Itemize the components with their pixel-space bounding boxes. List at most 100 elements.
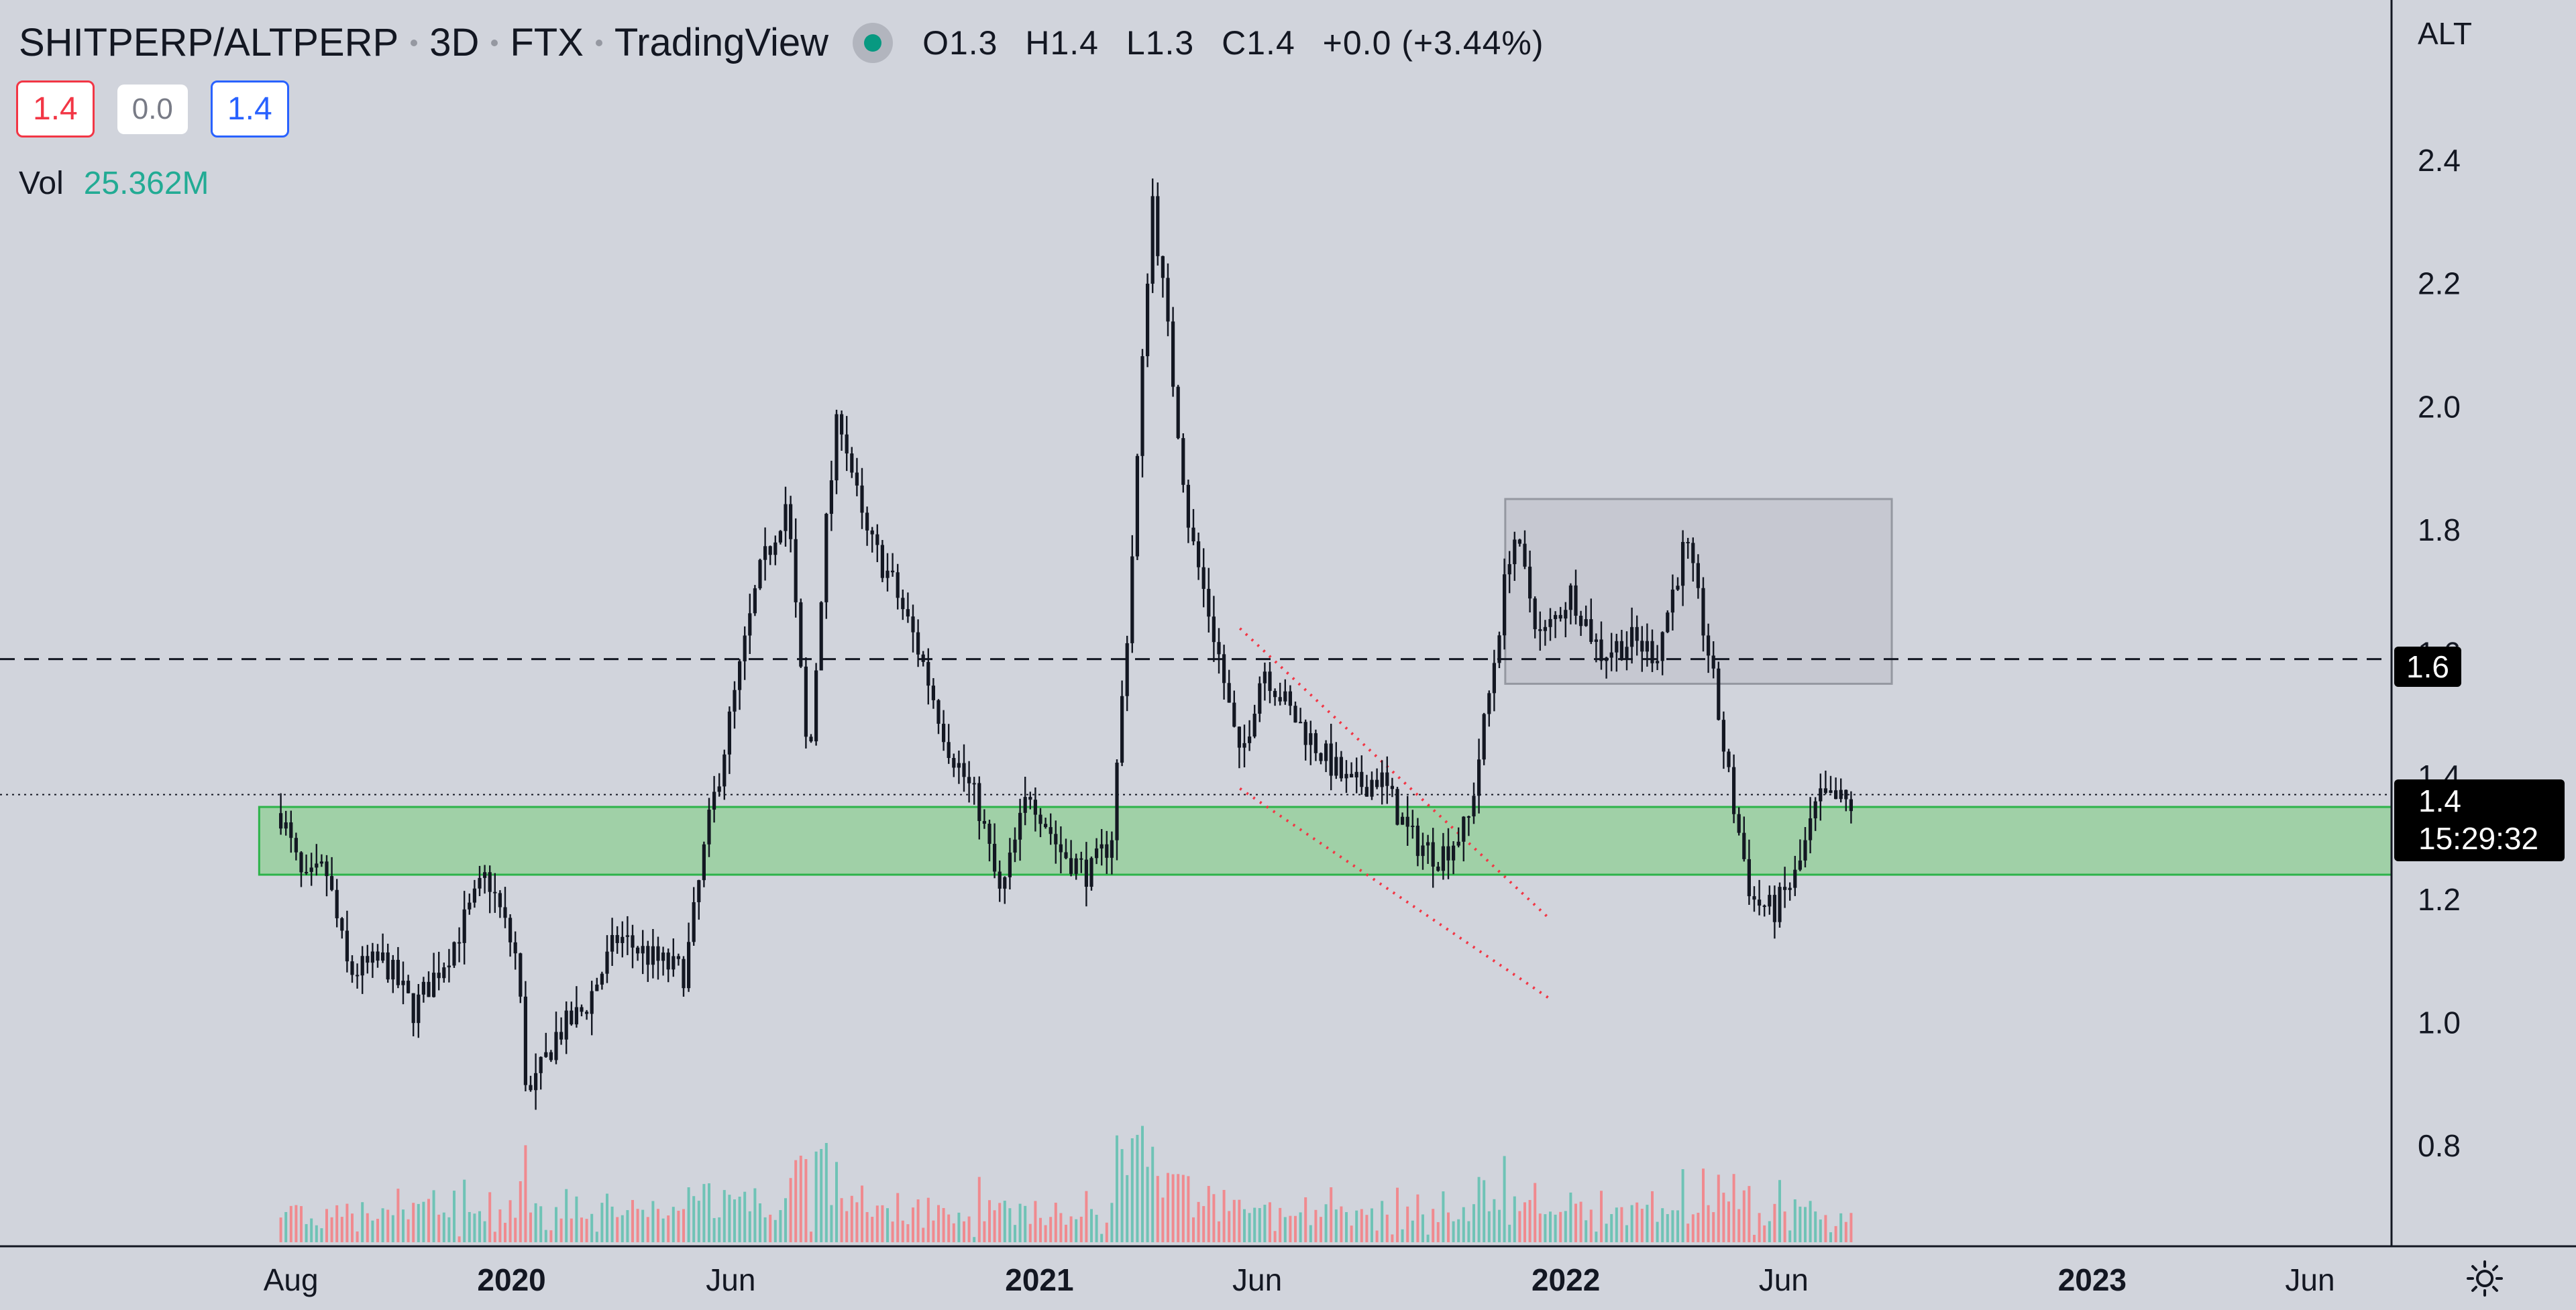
candle-body	[722, 754, 727, 787]
candle-body	[1808, 818, 1813, 840]
volume-bar	[1049, 1217, 1053, 1242]
candle-body	[646, 946, 650, 965]
volume-bar	[1212, 1194, 1216, 1242]
volume-bar	[661, 1218, 665, 1242]
volume-bar	[585, 1219, 588, 1242]
volume-bar	[865, 1212, 869, 1242]
volume-bar	[1472, 1204, 1475, 1242]
volume-bar	[1650, 1191, 1654, 1242]
volume-bar	[835, 1162, 838, 1242]
candle-body	[1462, 816, 1466, 842]
candle-body	[421, 981, 425, 995]
bar-countdown: 15:29:32	[2418, 821, 2539, 856]
settings-sun-icon[interactable]	[2466, 1260, 2504, 1297]
volume-label: Vol	[19, 166, 64, 201]
volume-bar	[1534, 1183, 1537, 1242]
candle-body	[1003, 877, 1007, 889]
candle-body	[529, 1085, 533, 1091]
candle-body	[1472, 796, 1476, 817]
interval-label[interactable]: 3D	[429, 21, 480, 64]
volume-bar	[1737, 1209, 1741, 1242]
candles	[278, 178, 1853, 1110]
volume-bar	[1681, 1169, 1684, 1242]
candle-body	[1839, 789, 1843, 800]
candle-body	[1415, 825, 1419, 857]
candle-body	[503, 907, 507, 918]
volume-bar	[1187, 1176, 1190, 1242]
volume-bar	[1293, 1215, 1297, 1242]
volume-bar	[1181, 1175, 1185, 1242]
candle-body	[1242, 743, 1246, 748]
volume-bar	[962, 1221, 965, 1242]
candle-body	[1436, 866, 1440, 871]
candle-body	[1400, 816, 1405, 825]
volume-bar	[1564, 1211, 1567, 1242]
candle-body	[519, 953, 523, 997]
candle-body	[737, 661, 742, 690]
volume-bar	[544, 1230, 547, 1242]
buy-button[interactable]: 1.4	[210, 80, 289, 138]
candle-body	[733, 690, 737, 712]
volume-bar	[947, 1214, 951, 1242]
volume-bar	[473, 1213, 476, 1242]
channel-line-lower[interactable]	[1239, 787, 1550, 999]
candle-body	[1742, 832, 1746, 859]
candle-body	[1293, 706, 1297, 723]
candle-body	[1655, 661, 1660, 663]
candle-body	[1370, 779, 1374, 797]
candle-body	[926, 661, 930, 686]
candle-body	[1706, 635, 1711, 656]
candle-body	[595, 984, 599, 991]
candle-body	[880, 545, 884, 578]
plot-area[interactable]	[0, 0, 2392, 1246]
volume-bar	[1599, 1191, 1603, 1242]
candle-body	[289, 822, 293, 838]
symbol-name[interactable]: SHITPERP/ALTPERP	[19, 21, 399, 64]
volume-bar	[1365, 1215, 1368, 1242]
candle-body	[437, 973, 441, 979]
volume-bar	[305, 1223, 308, 1242]
candle-body	[457, 942, 462, 944]
x-tick-label: Jun	[2285, 1262, 2334, 1297]
candle-body	[488, 872, 492, 892]
candle-body	[1691, 543, 1695, 563]
x-axis-ticks: Aug 2020 Jun 2021 Jun 2022 Jun 2023 Jun	[264, 1262, 2335, 1297]
volume-bar	[320, 1228, 323, 1242]
sell-button[interactable]: 1.4	[16, 80, 95, 138]
candle-body	[824, 514, 828, 602]
candle-body	[564, 1010, 568, 1040]
volume-bar	[1748, 1186, 1751, 1242]
candle-body	[850, 453, 854, 473]
volume-bar	[967, 1216, 971, 1242]
volume-bar	[820, 1148, 823, 1242]
candle-body	[1329, 743, 1333, 776]
volume-legend[interactable]: Vol 25.362M	[19, 165, 209, 202]
candle-body	[1054, 834, 1058, 844]
candle-body	[1798, 860, 1802, 870]
candle-body	[1666, 612, 1670, 633]
candle-body	[1405, 816, 1409, 827]
volume-bar	[1248, 1213, 1251, 1242]
volume-bar	[575, 1196, 578, 1242]
volume-bar	[559, 1218, 563, 1242]
candle-body	[1273, 691, 1277, 698]
volume-bar	[1054, 1203, 1057, 1242]
support-zone[interactable]	[258, 806, 2393, 876]
volume-bar	[1574, 1203, 1577, 1242]
candle-body	[727, 711, 731, 755]
volume-bar	[1773, 1203, 1776, 1242]
volume-bar	[1788, 1230, 1792, 1242]
candle-body	[1502, 574, 1507, 636]
candle-body	[1609, 652, 1613, 658]
volume-bar	[1707, 1205, 1710, 1242]
candle-body	[1043, 824, 1048, 828]
volume-bar	[468, 1211, 471, 1242]
last-price-tag: 1.4 15:29:32	[2394, 779, 2565, 861]
candle-body	[574, 1007, 578, 1025]
candle-body	[625, 935, 629, 937]
candle-body	[1594, 639, 1598, 642]
volume-bar	[1722, 1193, 1725, 1242]
volume-bar	[1579, 1201, 1582, 1242]
volume-bar	[809, 1232, 812, 1242]
